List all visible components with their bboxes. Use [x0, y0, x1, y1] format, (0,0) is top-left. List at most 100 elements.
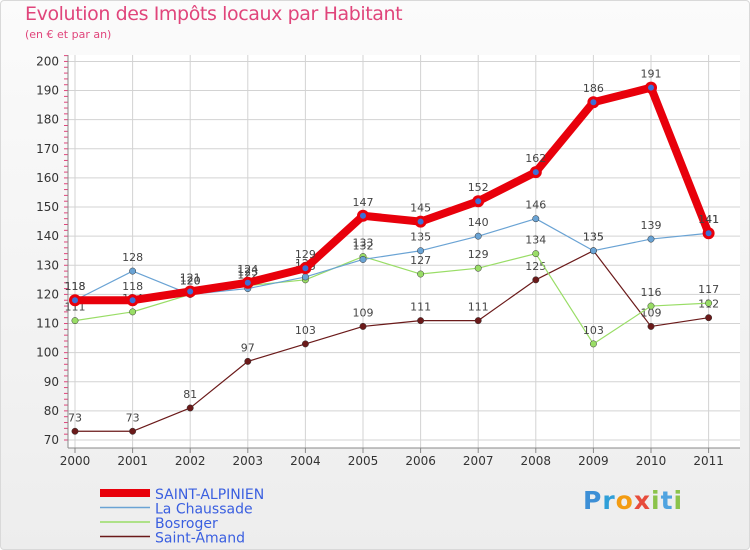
data-label: 191 — [641, 68, 662, 81]
data-label: 123 — [237, 266, 258, 279]
data-label: 118 — [65, 280, 86, 293]
data-point — [417, 270, 425, 278]
legend-label: SAINT-ALPINIEN — [155, 487, 264, 503]
data-point-center — [417, 218, 424, 225]
data-point — [474, 232, 482, 240]
data-point — [647, 322, 655, 330]
data-label: 134 — [525, 234, 546, 247]
x-tick-label: 2002 — [175, 454, 206, 468]
y-tick-label: 150 — [36, 200, 59, 214]
data-label: 133 — [353, 237, 374, 250]
data-point — [532, 250, 540, 258]
data-label: 140 — [468, 216, 489, 229]
data-label: 135 — [583, 231, 604, 244]
y-tick-label: 110 — [36, 317, 59, 331]
chart-subtitle: (en € et par an) — [25, 28, 112, 41]
data-label: 146 — [525, 199, 546, 212]
data-point — [359, 322, 367, 330]
y-tick-label: 120 — [36, 287, 59, 301]
series-saint-amand: 73738197103109111111125135109112 — [68, 231, 719, 435]
y-tick-label: 140 — [36, 229, 59, 243]
y-tick-label: 200 — [36, 54, 59, 68]
data-label: 186 — [583, 82, 604, 95]
data-point — [359, 256, 367, 263]
y-tick-label: 70 — [44, 433, 59, 447]
data-point — [301, 273, 309, 281]
data-label: 97 — [241, 341, 255, 354]
x-tick-label: 2001 — [117, 454, 148, 468]
data-point — [244, 357, 252, 365]
logo-letter: r — [602, 486, 616, 515]
data-label: 141 — [698, 213, 719, 226]
data-label: 81 — [183, 388, 197, 401]
data-label: 128 — [122, 251, 143, 264]
logo-letter: P — [583, 486, 603, 515]
legend-label: La Chaussade — [155, 502, 253, 518]
data-point — [129, 427, 137, 435]
y-tick-label: 190 — [36, 84, 59, 98]
logo-letter: i — [651, 486, 661, 515]
data-label: 120 — [180, 274, 201, 287]
y-tick-label: 160 — [36, 171, 59, 185]
data-point — [589, 340, 597, 348]
logo-letter: x — [633, 486, 651, 515]
legend-label: Bosroger — [155, 516, 218, 532]
data-label: 145 — [410, 202, 431, 215]
data-label: 109 — [353, 306, 374, 319]
y-tick-label: 90 — [44, 375, 59, 389]
data-label: 124 — [237, 263, 258, 276]
data-label: 125 — [525, 260, 546, 273]
data-point-center — [475, 198, 482, 205]
x-tick-label: 2005 — [348, 454, 379, 468]
data-point — [705, 314, 713, 322]
logo-letter: i — [673, 486, 684, 515]
chart-title: Evolution des Impôts locaux par Habitant — [25, 3, 403, 25]
data-point — [71, 427, 79, 435]
y-tick-label: 180 — [36, 113, 59, 127]
data-point — [301, 340, 309, 348]
data-label: 121 — [180, 271, 201, 284]
data-point-center — [244, 279, 251, 286]
legend-label: Saint-Amand — [155, 531, 245, 547]
data-label: 111 — [410, 301, 431, 314]
data-point — [474, 264, 482, 272]
data-label: 111 — [468, 301, 489, 314]
data-label: 129 — [295, 248, 316, 261]
data-label: 129 — [468, 248, 489, 261]
series-saint-alpinien: 118 118 121 124 129 147 145 152 162 186 191 141 — [65, 68, 719, 307]
data-label: 116 — [641, 286, 662, 299]
series-line — [71, 83, 713, 305]
x-tick-label: 2004 — [290, 454, 321, 468]
data-point-center — [532, 169, 539, 176]
data-label: 73 — [126, 411, 140, 424]
x-tick-label: 2008 — [521, 454, 552, 468]
x-tick-label: 2003 — [233, 454, 264, 468]
data-point-center — [72, 297, 78, 304]
data-point-center — [648, 84, 654, 91]
data-label: 103 — [295, 324, 316, 337]
logo-letter: t — [660, 486, 674, 515]
data-label: 162 — [525, 152, 546, 165]
data-point — [417, 317, 425, 325]
data-label: 103 — [583, 324, 604, 337]
data-point — [474, 317, 482, 325]
data-point — [532, 276, 540, 284]
data-label: 73 — [68, 411, 82, 424]
data-label: 132 — [353, 239, 374, 252]
data-point — [186, 404, 194, 412]
data-label: 118 — [122, 280, 143, 293]
data-point-center — [187, 288, 194, 295]
data-label: 127 — [410, 254, 431, 267]
data-label: 120 — [180, 274, 201, 287]
data-label: 135 — [410, 231, 431, 244]
series-line — [74, 250, 710, 432]
x-tick-label: 2011 — [693, 454, 724, 468]
x-tick-label: 2006 — [405, 454, 436, 468]
x-tick-label: 2007 — [463, 454, 494, 468]
x-tick-label: 2000 — [60, 454, 91, 468]
data-point-center — [360, 212, 366, 219]
data-label: 117 — [698, 283, 719, 296]
data-point — [647, 302, 655, 310]
data-point-center — [129, 297, 136, 304]
